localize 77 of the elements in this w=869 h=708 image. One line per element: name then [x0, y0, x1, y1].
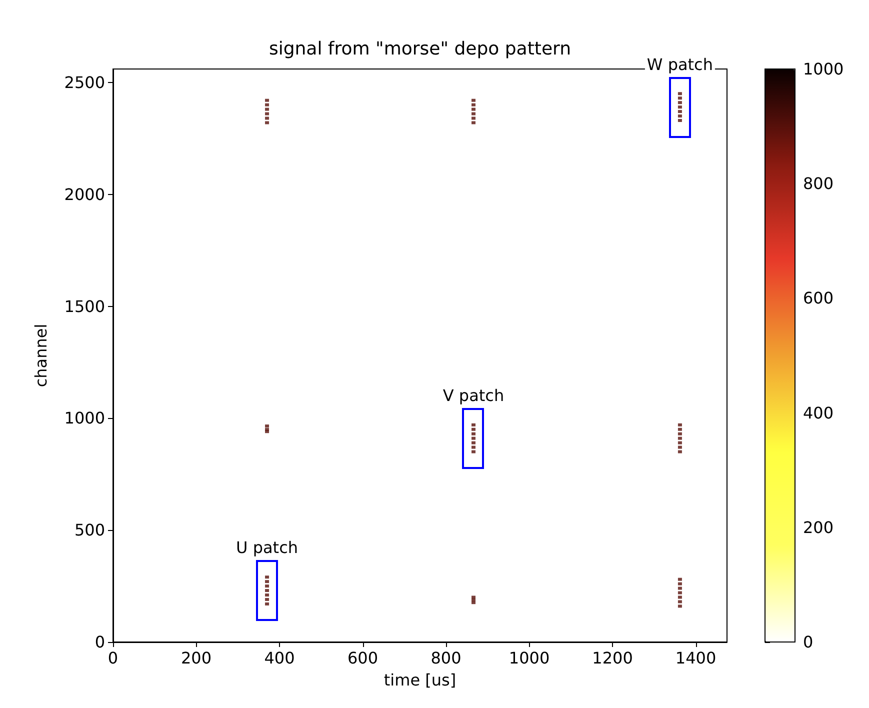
- point: [678, 446, 682, 449]
- color-bar-label: 0: [803, 632, 814, 652]
- color-bar-label: 400: [803, 403, 834, 422]
- point: [678, 106, 682, 109]
- point: [678, 586, 682, 590]
- point: [678, 436, 682, 440]
- point: [471, 446, 476, 449]
- color-bar-label: 1000: [803, 60, 844, 78]
- point: [265, 424, 270, 428]
- point: [471, 436, 476, 440]
- color-bar-label: 600: [803, 288, 834, 308]
- point: [471, 108, 476, 111]
- point: [678, 423, 682, 426]
- x-tick-label: 200: [180, 648, 212, 668]
- point: [471, 450, 476, 454]
- annotation: V patch: [440, 386, 506, 405]
- point: [265, 116, 270, 120]
- x-tick-label: 600: [347, 648, 378, 668]
- point: [471, 601, 476, 604]
- y-axis-title: channel: [32, 324, 50, 388]
- chart-title: signal from "morse" depo pattern: [268, 38, 572, 60]
- point: [265, 98, 270, 102]
- point: [678, 596, 682, 599]
- point: [678, 118, 682, 122]
- point: [471, 428, 476, 431]
- point: [471, 121, 476, 124]
- point: [678, 428, 682, 431]
- point: [265, 576, 270, 579]
- y-tick-label: 2500: [64, 72, 105, 92]
- point: [471, 103, 476, 106]
- y-tick-label: 500: [74, 520, 105, 540]
- point: [471, 441, 476, 444]
- x-tick-label: 1200: [592, 648, 633, 668]
- annotation: W patch: [644, 54, 715, 74]
- point: [471, 432, 476, 436]
- point: [471, 116, 476, 120]
- x-tick-label: 0: [108, 648, 118, 668]
- point: [265, 430, 270, 434]
- point: [471, 98, 476, 102]
- point: [678, 432, 682, 436]
- point: [678, 441, 682, 444]
- x-tick-label: 800: [430, 648, 462, 668]
- point: [471, 596, 476, 599]
- point: [678, 591, 682, 594]
- point: [265, 121, 270, 124]
- point: [678, 101, 682, 104]
- point: [265, 593, 270, 596]
- x-axis-title: time [us]: [384, 670, 456, 690]
- annotation: U patch: [234, 538, 300, 558]
- color-bar-label: 200: [803, 518, 834, 537]
- y-tick-label: 1500: [64, 296, 105, 316]
- point: [678, 578, 682, 581]
- y-tick-label: 1000: [64, 408, 105, 428]
- point: [678, 92, 682, 96]
- point: [265, 602, 270, 606]
- point: [265, 580, 270, 584]
- point: [678, 604, 682, 608]
- point: [265, 108, 270, 111]
- point: [471, 112, 476, 116]
- point: [678, 582, 682, 586]
- point: [265, 112, 270, 116]
- y-tick-label: 0: [94, 632, 105, 652]
- x-tick-label: 400: [264, 648, 295, 668]
- point: [678, 600, 682, 604]
- point: [678, 96, 682, 100]
- point: [471, 423, 476, 426]
- point: [678, 114, 682, 118]
- point: [678, 450, 682, 454]
- color-bar-label: 800: [803, 174, 834, 194]
- point: [265, 584, 270, 588]
- y-tick-label: 2000: [64, 184, 105, 204]
- x-tick-label: 1400: [675, 648, 716, 668]
- point: [265, 103, 270, 106]
- point: [265, 598, 270, 601]
- point: [678, 110, 682, 114]
- x-tick-label: 1000: [508, 648, 550, 668]
- point: [265, 589, 270, 592]
